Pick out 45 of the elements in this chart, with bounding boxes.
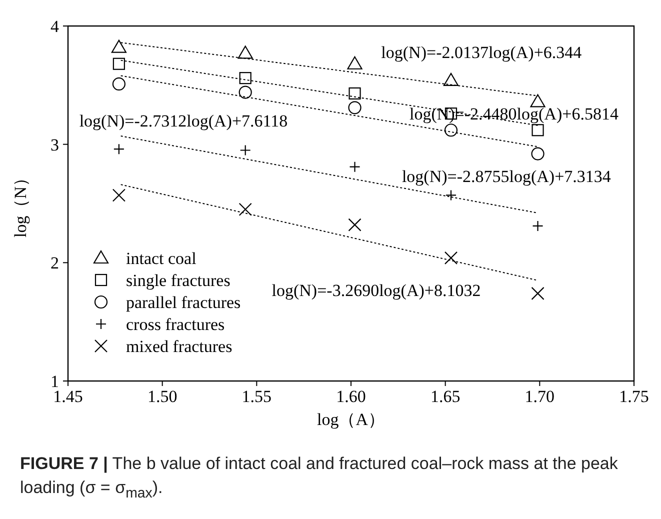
point: [347, 56, 362, 70]
x-tick-label: 1.50: [147, 387, 178, 406]
point: [532, 220, 544, 232]
point: [444, 251, 458, 264]
legend-label: mixed fractures: [126, 337, 232, 356]
y-tick-label: 2: [50, 254, 59, 273]
point: [349, 161, 360, 172]
x-tick-label: 1.55: [242, 387, 272, 406]
x-tick-label: 1.70: [524, 387, 555, 406]
point: [239, 72, 252, 84]
point: [348, 87, 361, 100]
point: [238, 86, 252, 99]
legend-label: single fractures: [126, 271, 230, 290]
y-axis-title: log（N）: [11, 170, 30, 238]
point: [530, 94, 546, 108]
point: [531, 147, 544, 160]
x-tick-label: 1.75: [619, 387, 649, 406]
point: [112, 188, 126, 202]
point: [112, 77, 126, 91]
point: [238, 46, 253, 59]
annotation: log(N)=-2.0137log(A)+6.344: [381, 42, 582, 62]
annotation: log(N)=-3.2690log(A)+8.1032: [272, 280, 481, 300]
annotation: log(N)=-2.7312log(A)+7.6118: [79, 112, 288, 131]
point: [531, 286, 544, 300]
point: [445, 190, 457, 201]
point: [113, 144, 124, 155]
legend-label: cross fractures: [126, 315, 225, 334]
point: [111, 40, 126, 53]
y-tick-label: 4: [50, 17, 60, 36]
point: [444, 124, 458, 137]
point: [348, 218, 362, 232]
point: [443, 72, 459, 86]
annotation: log(N)=-2.8755log(A)+7.3134: [402, 167, 612, 186]
legend-label: parallel fractures: [126, 293, 241, 312]
x-tick-label: 1.65: [430, 387, 460, 406]
point: [532, 124, 544, 136]
point: [238, 202, 252, 216]
x-axis-title: log（A）: [317, 410, 385, 429]
point: [348, 101, 362, 114]
x-tick-label: 1.60: [336, 387, 366, 406]
caption: FIGURE 7 | The b value of intact coal and fractured coal–rock mass at the peak loading (σ = σ$_{max}$).: [20, 453, 619, 504]
point: [112, 58, 125, 70]
legend-label: intact coal: [126, 249, 197, 268]
y-tick-label: 3: [50, 135, 59, 154]
point: [240, 144, 251, 156]
